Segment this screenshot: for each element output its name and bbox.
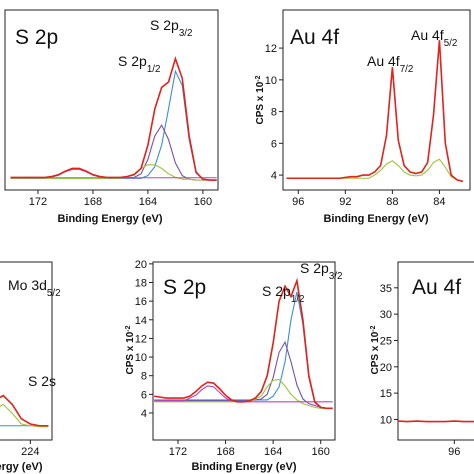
y-tick-label: 25: [380, 335, 392, 347]
y-tick-label: 20: [135, 259, 147, 271]
x-tick-label: 172: [29, 196, 47, 208]
plot-area: [152, 261, 336, 441]
peak-label-sub: 5/2: [47, 288, 61, 299]
panel-title: S 2p: [15, 26, 58, 49]
y-tick-label: 12: [265, 43, 277, 55]
y-axis-label: CPS x 10-2: [255, 75, 267, 124]
y-tick-label: 10: [380, 414, 392, 426]
spectrum-line: [286, 40, 464, 183]
panel-title: S 2p: [163, 276, 206, 299]
y-tick-label: 15: [380, 388, 392, 400]
peak-label: Au 4f5/2: [411, 27, 457, 49]
y-axis-label-main: CPS x 10: [125, 331, 136, 374]
x-axis-label: Binding Energy (eV): [191, 461, 296, 473]
y-axis-label: CPS x 10-2: [125, 325, 137, 374]
peak-label: S 2p3/2: [150, 17, 192, 39]
peak-label: S 2p3/2: [300, 260, 342, 282]
y-axis-label-main: CPS x 10: [255, 81, 266, 124]
x-tick-label: 84: [433, 196, 445, 208]
y-axis-label-sup: -2: [255, 75, 262, 81]
x-tick-label: 164: [139, 196, 157, 208]
y-tick-label: 8: [271, 107, 277, 119]
x-tick-label: 164: [264, 446, 282, 458]
peak-label-sub: 3/2: [329, 271, 343, 282]
y-tick-label: 4: [271, 170, 277, 182]
peak-label-main: S 2s: [28, 373, 56, 389]
y-tick-label: 35: [380, 283, 392, 295]
x-tick-label: 224: [21, 446, 39, 458]
y-tick-label: 14: [135, 315, 147, 327]
y-tick-label: 6: [271, 138, 277, 150]
spectrum-line: [0, 403, 49, 428]
x-tick-label: 160: [312, 446, 330, 458]
x-tick-label: 96: [292, 196, 304, 208]
y-tick-label: 10: [135, 352, 147, 364]
peak-label-main: S 2p: [118, 53, 147, 69]
peak-label-main: Mo 3d: [8, 277, 47, 293]
peak-label: Mo 3d5/2: [8, 277, 61, 299]
y-axis-label-main: CPS x 10: [370, 331, 381, 374]
peak-label-sub: 5/2: [444, 38, 458, 49]
x-tick-label: 160: [194, 196, 212, 208]
y-tick-label: 4: [141, 408, 147, 420]
panel-title: Au 4f: [412, 276, 461, 299]
x-axis-label: Binding Energy (eV): [57, 213, 162, 225]
peak-label: S 2p1/2: [262, 283, 304, 305]
peak-label-sub: 1/2: [147, 64, 161, 75]
plot-area: [397, 261, 474, 441]
y-tick-label: 12: [135, 333, 147, 345]
peak-label: Au 4f7/2: [367, 53, 413, 75]
spectrum-line: [154, 277, 333, 410]
spectrum-line: [10, 55, 217, 181]
panel-title: Au 4f: [290, 26, 339, 49]
y-tick-label: 10: [265, 75, 277, 87]
peak-label-main: S 2p: [150, 17, 179, 33]
spectrum-line: [0, 394, 49, 427]
y-tick-label: 6: [141, 389, 147, 401]
x-tick-label: 168: [84, 196, 102, 208]
peak-label-sub: 7/2: [400, 64, 414, 75]
peak-label-sub: 3/2: [179, 28, 193, 39]
peak-label-main: Au 4f: [411, 27, 444, 43]
y-axis-label: CPS x 10-2: [370, 325, 382, 374]
peak-label: S 2s: [28, 373, 56, 389]
x-tick-label: 96: [448, 446, 460, 458]
peak-label-sub: 1/2: [291, 294, 305, 305]
y-axis-label-sup: -2: [370, 325, 377, 331]
y-axis-label-sup: -2: [125, 325, 132, 331]
x-axis-label: Binding Energy (eV): [323, 213, 428, 225]
y-tick-label: 18: [135, 278, 147, 290]
x-tick-label: 92: [339, 196, 351, 208]
x-tick-label: 88: [386, 196, 398, 208]
spectrum-line: [397, 420, 474, 423]
plot-area: [4, 9, 219, 191]
peak-label-main: Au 4f: [367, 53, 400, 69]
peak-label: S 2p1/2: [118, 53, 160, 75]
peak-label-main: S 2p: [262, 283, 291, 299]
y-tick-label: 30: [380, 309, 392, 321]
y-tick-label: 20: [380, 362, 392, 374]
y-tick-label: 16: [135, 296, 147, 308]
x-axis-label: Binding Energy (eV): [0, 461, 43, 473]
x-tick-label: 172: [169, 446, 187, 458]
peak-label-main: S 2p: [300, 260, 329, 276]
x-tick-label: 168: [216, 446, 234, 458]
y-tick-label: 8: [141, 371, 147, 383]
